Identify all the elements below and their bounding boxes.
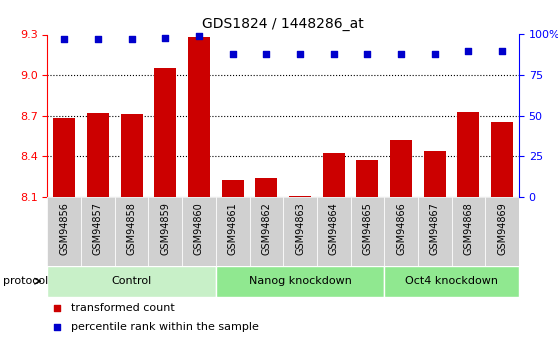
Point — [94, 37, 103, 42]
Point — [228, 51, 237, 57]
Bar — [390, 140, 412, 197]
Bar — [424, 151, 446, 197]
Text: GSM94864: GSM94864 — [329, 202, 339, 255]
Bar — [485, 197, 519, 266]
Bar — [384, 266, 519, 297]
Text: Oct4 knockdown: Oct4 knockdown — [405, 276, 498, 286]
Bar — [188, 37, 210, 197]
Text: GSM94856: GSM94856 — [59, 202, 69, 255]
Point — [296, 51, 305, 57]
Text: GSM94863: GSM94863 — [295, 202, 305, 255]
Bar — [458, 111, 479, 197]
Point — [329, 51, 338, 57]
Bar — [249, 197, 283, 266]
Bar — [182, 197, 216, 266]
Point — [60, 37, 69, 42]
Text: transformed count: transformed count — [71, 303, 175, 313]
Bar — [216, 197, 249, 266]
Point — [195, 33, 204, 39]
Bar — [121, 114, 143, 197]
Bar — [47, 197, 81, 266]
Bar — [222, 180, 244, 197]
Title: GDS1824 / 1448286_at: GDS1824 / 1448286_at — [203, 17, 364, 31]
Text: GSM94860: GSM94860 — [194, 202, 204, 255]
Bar — [47, 266, 216, 297]
Bar — [54, 118, 75, 197]
Bar — [491, 122, 513, 197]
Point — [52, 306, 61, 311]
Bar — [115, 197, 148, 266]
Bar — [148, 197, 182, 266]
Text: Control: Control — [112, 276, 152, 286]
Point — [363, 51, 372, 57]
Text: GSM94869: GSM94869 — [497, 202, 507, 255]
Text: GSM94857: GSM94857 — [93, 202, 103, 255]
Text: protocol: protocol — [3, 276, 48, 286]
Point — [498, 48, 507, 53]
Bar — [451, 197, 485, 266]
Bar — [87, 113, 109, 197]
Point — [262, 51, 271, 57]
Bar — [350, 197, 384, 266]
Bar — [289, 196, 311, 197]
Point — [430, 51, 439, 57]
Bar — [256, 178, 277, 197]
Text: GSM94868: GSM94868 — [464, 202, 473, 255]
Text: GSM94862: GSM94862 — [261, 202, 271, 255]
Bar — [317, 197, 350, 266]
Bar — [283, 197, 317, 266]
Point — [397, 51, 406, 57]
Point — [464, 48, 473, 53]
Text: GSM94867: GSM94867 — [430, 202, 440, 255]
Text: GSM94859: GSM94859 — [160, 202, 170, 255]
Text: GSM94866: GSM94866 — [396, 202, 406, 255]
Text: percentile rank within the sample: percentile rank within the sample — [71, 322, 259, 332]
Bar — [81, 197, 115, 266]
Text: GSM94858: GSM94858 — [127, 202, 137, 255]
Bar — [357, 160, 378, 197]
Text: GSM94861: GSM94861 — [228, 202, 238, 255]
Bar — [418, 197, 451, 266]
Point — [161, 35, 170, 40]
Bar — [384, 197, 418, 266]
Text: GSM94865: GSM94865 — [362, 202, 372, 255]
Bar — [216, 266, 384, 297]
Point — [52, 324, 61, 329]
Point — [127, 37, 136, 42]
Bar — [323, 154, 345, 197]
Bar — [155, 68, 176, 197]
Text: Nanog knockdown: Nanog knockdown — [248, 276, 352, 286]
